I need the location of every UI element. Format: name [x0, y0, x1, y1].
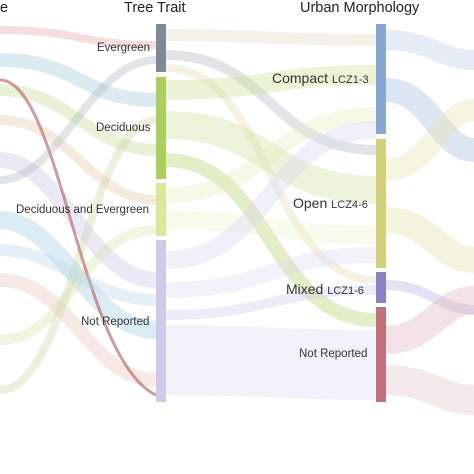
node-evergreen: [156, 24, 166, 72]
flow-deciduous-nr: [165, 153, 377, 327]
flow-right-4: [385, 207, 474, 273]
node-mixed: [376, 272, 386, 303]
flow-right-5: [385, 280, 474, 315]
node-deciduous-evergreen: [156, 183, 166, 236]
flow-nr-mixed: [165, 285, 377, 320]
flow-deciduous-open: [165, 111, 377, 204]
flow-nr-open: [165, 247, 377, 298]
label-open-sub: LCZ4-6: [331, 199, 368, 211]
label-open-main: Open: [293, 195, 328, 211]
flow-left-5: [0, 152, 157, 288]
left-flows: [0, 26, 157, 397]
node-deciduous: [156, 77, 166, 179]
flow-deciduous-compact: [165, 65, 377, 100]
flow-right-3: [384, 99, 474, 181]
label-evergreen: Evergreen: [97, 42, 151, 54]
flow-evergreen-compact: [165, 29, 377, 46]
node-open: [376, 139, 386, 268]
label-compact-main: Compact: [272, 70, 329, 86]
flow-left-3: [0, 84, 157, 156]
flow-left-9: [0, 116, 157, 394]
header-left-partial: e: [0, 0, 9, 16]
right-flows: [384, 30, 474, 415]
label-open: Open LCZ4-6: [293, 195, 368, 211]
flow-left-11: [0, 56, 157, 184]
flow-nr-compact: [165, 121, 377, 269]
label-deciduous-evergreen: Deciduous and Evergreen: [16, 204, 149, 216]
label-mixed-sub: LCZ1-6: [327, 285, 364, 297]
flow-left-4: [0, 115, 157, 205]
node-compact: [376, 24, 386, 134]
middle-flows: [165, 29, 377, 400]
flow-evergreen-open: [165, 50, 377, 155]
flow-dande-open: [165, 211, 377, 244]
label-mixed-main: Mixed: [286, 281, 324, 297]
label-not-reported-morph: Not Reported: [299, 348, 368, 360]
node-not-reported-morph: [376, 307, 386, 402]
flow-right-6: [384, 286, 474, 354]
label-compact-sub: LCZ1-3: [331, 74, 369, 86]
flow-left-8: [0, 225, 157, 345]
label-compact: Compact LCZ1-3: [272, 70, 369, 86]
label-mixed: Mixed LCZ1-6: [286, 281, 364, 297]
header-urban-morphology: Urban Morphology: [300, 0, 420, 16]
flow-left-10: [0, 78, 157, 397]
flow-left-12: [0, 244, 157, 306]
flow-left-6: [0, 211, 157, 339]
node-not-reported-trait: [156, 240, 166, 402]
flow-evergreen-mixed: [165, 64, 377, 284]
header-tree-trait: Tree Trait: [124, 0, 186, 16]
flow-left-1: [0, 26, 157, 49]
flow-right-1: [385, 30, 474, 70]
label-deciduous: Deciduous: [96, 122, 151, 134]
flow-nr-nr: [165, 325, 377, 400]
flow-right-7: [385, 365, 474, 415]
flow-left-2: [0, 53, 157, 107]
flow-dande-compact: [165, 107, 377, 203]
label-not-reported-trait: Not Reported: [81, 316, 150, 328]
flow-right-2: [384, 78, 474, 162]
